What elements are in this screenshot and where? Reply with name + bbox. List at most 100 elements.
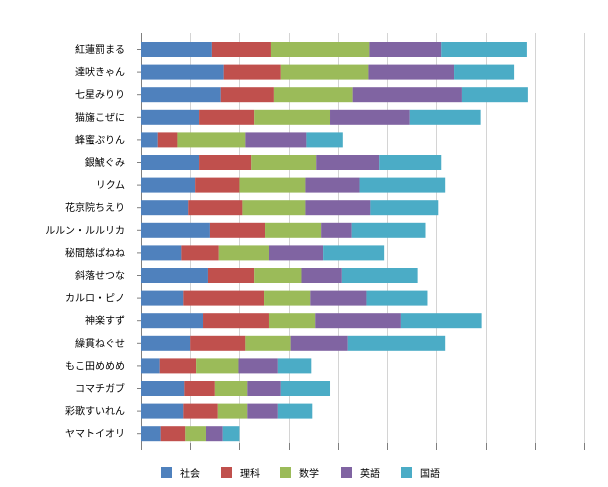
bar-segment — [157, 132, 178, 148]
legend-swatch — [280, 467, 291, 478]
bar-segment — [321, 222, 352, 238]
bar-segment — [247, 403, 278, 419]
category-label: ヤマトイオリ — [65, 428, 125, 440]
category-label: 七星みりり — [75, 89, 125, 101]
bar-segment — [141, 177, 196, 193]
bar-segment — [351, 222, 426, 238]
legend-label: 国語 — [420, 467, 440, 480]
bar-segment — [315, 313, 401, 329]
bar-segment — [238, 358, 278, 374]
bar-segment — [409, 109, 481, 125]
bar-segment — [366, 290, 428, 306]
bar-segment — [273, 87, 353, 103]
category-label: 銀鯱ぐみ — [85, 156, 125, 169]
bar-segment — [265, 222, 322, 238]
legend-label: 社会 — [180, 467, 200, 480]
legend-swatch — [401, 467, 412, 478]
legend-swatch — [221, 467, 232, 478]
bar-segment — [141, 64, 224, 80]
bar-segment — [277, 403, 313, 419]
bar-segment — [199, 155, 252, 170]
bar-segment — [190, 335, 246, 351]
bar-segment — [277, 358, 312, 374]
bar-segment — [141, 290, 184, 306]
bar-segment — [207, 268, 255, 283]
bar-segment — [400, 313, 482, 329]
category-label: 蜂蜜ぷりん — [75, 133, 125, 146]
bar-segment — [141, 313, 204, 329]
bar-segment — [347, 335, 446, 351]
bar-segment — [370, 200, 439, 216]
bar-segment — [141, 222, 210, 238]
bar-segment — [205, 426, 223, 442]
category-label: 斜落せつな — [75, 269, 125, 282]
bar-segment — [280, 381, 331, 396]
bar-segment — [141, 381, 185, 396]
category-label: 神楽すず — [85, 314, 125, 327]
bar-segment — [310, 290, 367, 306]
legend-label: 理科 — [240, 467, 260, 480]
bar-segment — [217, 403, 248, 419]
bar-segment — [242, 200, 306, 216]
bar-segment — [223, 64, 281, 80]
bar-segment — [211, 42, 271, 57]
bar-segment — [141, 132, 158, 148]
bar-segment — [203, 313, 269, 329]
category-label: 繰貫ねぐせ — [75, 337, 125, 350]
bar-segment — [141, 358, 160, 374]
bar-segment — [270, 42, 370, 57]
category-label: 達吠きゃん — [75, 67, 125, 79]
bar-segment — [188, 200, 243, 216]
bar-segment — [222, 426, 240, 442]
bar-segment — [141, 426, 161, 442]
bar-segment — [141, 155, 200, 170]
bar-segment — [359, 177, 446, 193]
bar-segment — [184, 381, 215, 396]
bar-segment — [461, 87, 528, 103]
bar-segment — [268, 313, 316, 329]
bar-segment — [141, 403, 184, 419]
bar-segment — [141, 335, 191, 351]
bar-segment — [369, 42, 442, 57]
bar-segment — [290, 335, 348, 351]
bar-segment — [454, 64, 515, 80]
category-label: ルルン・ルルリカ — [45, 225, 125, 237]
category-label: 花京院ちえり — [65, 201, 125, 214]
bar-segment — [352, 87, 462, 103]
bar-segment — [379, 155, 442, 170]
bar-segment — [301, 268, 342, 283]
bar-segment — [245, 132, 307, 148]
bar-segment — [247, 381, 281, 396]
category-label: 秘間慈ぱねね — [65, 246, 125, 259]
bar-segment — [254, 109, 331, 125]
bar-segment — [160, 426, 186, 442]
bar-segment — [341, 268, 418, 283]
bar-segment — [181, 245, 219, 261]
bar-segment — [368, 64, 455, 80]
bar-segment — [177, 132, 246, 148]
bar-segment — [245, 335, 291, 351]
bar-segment — [268, 245, 324, 261]
category-label: カルロ・ピノ — [65, 293, 125, 305]
legend-label: 数学 — [299, 467, 319, 480]
bar-segment — [183, 290, 265, 306]
category-label: 彩歌すいれん — [65, 405, 125, 418]
bar-segment — [306, 132, 343, 148]
bar-segment — [141, 109, 200, 125]
category-label: 紅蓮罰まる — [75, 43, 125, 56]
category-label: 猫旛こぜに — [75, 111, 125, 124]
bar-segment — [199, 109, 255, 125]
bar-segment — [141, 245, 182, 261]
bar-segment — [209, 222, 266, 238]
legend-swatch — [161, 467, 172, 478]
bar-segment — [183, 403, 218, 419]
category-label: コマチガブ — [75, 382, 125, 395]
bar-segment — [264, 290, 311, 306]
bar-segment — [214, 381, 248, 396]
bar-segment — [254, 268, 302, 283]
bar-segment — [330, 109, 410, 125]
bar-segment — [218, 245, 269, 261]
legend-label: 英語 — [360, 467, 380, 480]
